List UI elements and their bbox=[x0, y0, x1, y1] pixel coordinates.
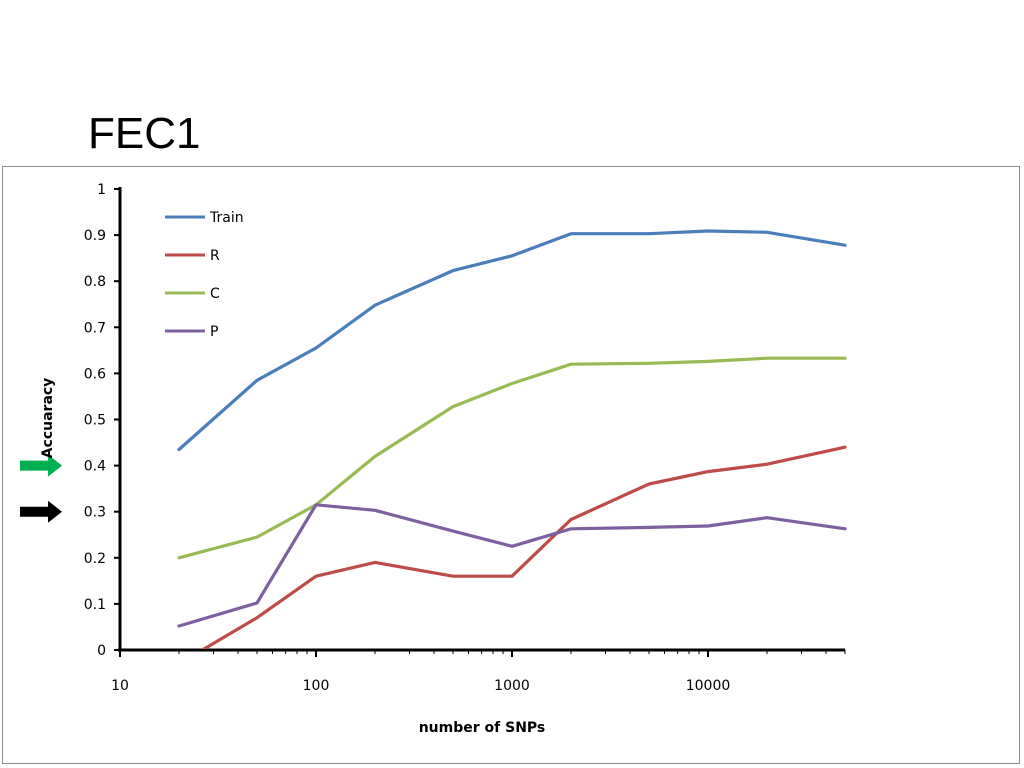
y-tick-label: 0.3 bbox=[84, 505, 106, 521]
chart-plot-area bbox=[177, 229, 847, 649]
x-axis-title: number of SNPs bbox=[419, 720, 546, 736]
x-tick-label: 10 bbox=[111, 678, 129, 694]
legend-label-r: R bbox=[210, 248, 220, 264]
chart-legend: Train R C P bbox=[165, 210, 244, 340]
x-tick-label: 1000 bbox=[494, 678, 530, 694]
chart-axes: 0 0.1 0.2 0.3 0.4 0.5 0.6 0.7 0.8 0.9 1 10 100 1000 10… bbox=[84, 182, 846, 694]
y-tick-label: 0.7 bbox=[84, 320, 106, 336]
y-tick-label: 1 bbox=[97, 182, 106, 198]
legend-label-train: Train bbox=[209, 210, 244, 226]
chart-annotations bbox=[20, 454, 62, 523]
x-tick-label: 100 bbox=[303, 678, 330, 694]
y-tick-label: 0.6 bbox=[84, 366, 106, 382]
y-tick-label: 0.1 bbox=[84, 597, 106, 613]
chart-frame bbox=[2, 166, 1020, 764]
legend-label-p: P bbox=[210, 324, 218, 340]
series-line-p bbox=[177, 503, 847, 628]
series-line-train bbox=[177, 229, 847, 452]
y-tick-label: 0.4 bbox=[84, 459, 106, 475]
legend-label-c: C bbox=[210, 286, 220, 302]
black-arrow-icon bbox=[20, 500, 62, 523]
y-tick-label: 0.8 bbox=[84, 274, 106, 290]
y-tick-label: 0.9 bbox=[84, 228, 106, 244]
series-line-c bbox=[177, 356, 847, 560]
green-arrow-icon bbox=[20, 454, 62, 477]
y-tick-label: 0.2 bbox=[84, 551, 106, 567]
series-line-r bbox=[200, 445, 847, 649]
y-axis-title: Accuaracy bbox=[40, 378, 56, 459]
y-tick-label: 0 bbox=[97, 643, 106, 659]
slide-title: FEC1 bbox=[88, 109, 201, 158]
x-tick-label: 10000 bbox=[686, 678, 731, 694]
y-tick-label: 0.5 bbox=[84, 413, 106, 429]
